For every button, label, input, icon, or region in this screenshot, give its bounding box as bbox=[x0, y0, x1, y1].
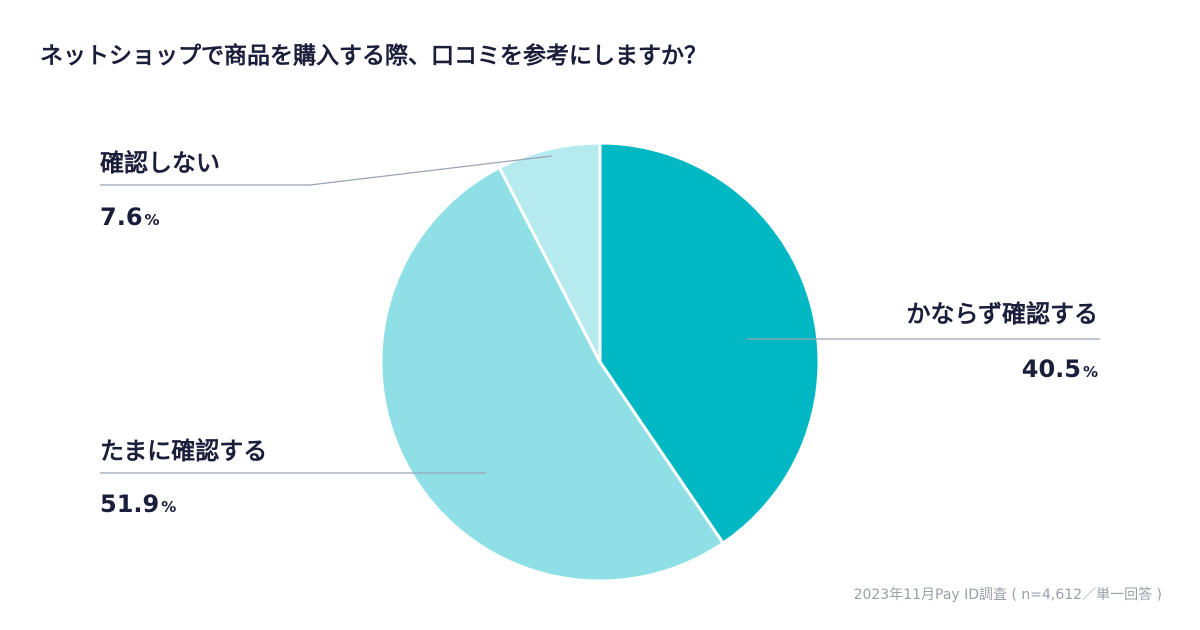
slice-value-1: 51.9% bbox=[100, 490, 176, 518]
slice-label-0: かならず確認する bbox=[906, 300, 1098, 328]
slice-value-0: 40.5% bbox=[1022, 355, 1098, 383]
survey-footnote: 2023年11月Pay ID調査 ( n=4,612／単一回答 ) bbox=[853, 587, 1162, 603]
slice-value-2: 7.6% bbox=[100, 203, 160, 231]
slice-label-1: たまに確認する bbox=[100, 437, 267, 465]
chart-title: ネットショップで商品を購入する際、口コミを参考にしますか？ bbox=[40, 43, 707, 69]
pie-slice-2 bbox=[497, 141, 602, 364]
pie-slice-0 bbox=[598, 141, 821, 545]
leader-line-2 bbox=[100, 155, 553, 186]
pie-slice-1 bbox=[379, 166, 725, 583]
slice-unit-0: % bbox=[1083, 363, 1098, 381]
slice-unit-2: % bbox=[145, 211, 160, 229]
slice-unit-1: % bbox=[161, 498, 176, 516]
slice-label-2: 確認しない bbox=[100, 149, 220, 177]
